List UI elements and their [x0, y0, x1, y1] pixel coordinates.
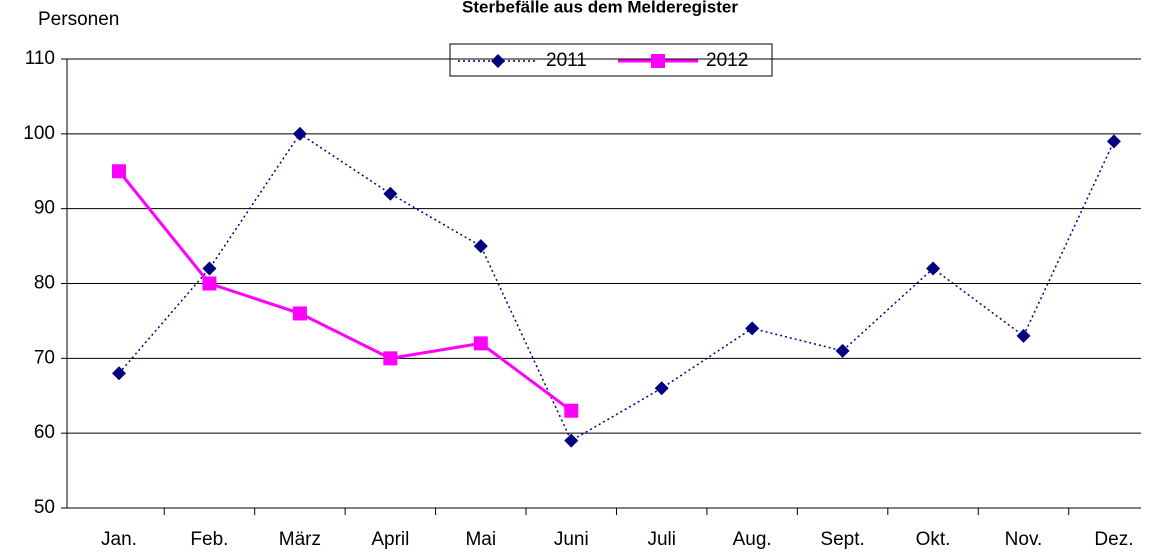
- square-marker: [383, 351, 398, 366]
- series-line: [118, 132, 1115, 442]
- diamond-marker: [1016, 328, 1031, 343]
- square-marker: [473, 336, 488, 351]
- diamond-marker: [564, 433, 579, 448]
- diamond-marker: [926, 261, 941, 276]
- diamond-marker: [292, 126, 307, 141]
- y-tick-label: 50: [34, 497, 55, 518]
- legend-label: 2011: [546, 50, 587, 71]
- y-tick-label: 60: [34, 422, 55, 443]
- x-tick-label: Jan.: [101, 529, 137, 550]
- square-marker: [651, 54, 665, 68]
- x-tick-label: Juni: [554, 529, 589, 550]
- diamond-marker: [383, 186, 398, 201]
- y-tick-label: 100: [23, 123, 55, 144]
- diamond-marker: [654, 381, 669, 396]
- x-tick-label: Dez.: [1094, 529, 1133, 550]
- square-marker: [112, 164, 126, 179]
- y-tick-label: 90: [34, 198, 55, 219]
- y-tick-label: 80: [34, 273, 55, 294]
- x-tick-label: Nov.: [1005, 529, 1043, 550]
- x-tick-label: Aug.: [733, 529, 772, 550]
- x-tick-label: Mai: [465, 529, 496, 550]
- diamond-marker: [1106, 134, 1121, 149]
- x-tick-label: April: [371, 529, 409, 550]
- square-marker: [292, 306, 307, 321]
- x-tick-label: Feb.: [190, 529, 228, 550]
- diamond-marker: [835, 343, 850, 358]
- x-tick-label: März: [279, 529, 321, 550]
- x-tick-label: Okt.: [916, 529, 951, 550]
- square-marker: [202, 276, 217, 291]
- x-tick-label: Sept.: [820, 529, 864, 550]
- y-tick-label: 110: [25, 48, 55, 69]
- diamond-marker: [473, 239, 488, 254]
- y-tick-label: 70: [34, 347, 55, 368]
- diamond-marker: [745, 321, 760, 336]
- diamond-marker: [112, 366, 126, 381]
- diamond-marker: [202, 261, 217, 276]
- chart-title: Sterbefälle aus dem Melderegister: [462, 0, 738, 16]
- diamond-marker: [491, 54, 505, 68]
- series-line: [117, 170, 573, 412]
- y-axis-label: Personen: [38, 9, 119, 30]
- square-marker: [564, 403, 579, 418]
- x-tick-label: Juli: [647, 529, 676, 550]
- legend-label: 2012: [706, 50, 748, 71]
